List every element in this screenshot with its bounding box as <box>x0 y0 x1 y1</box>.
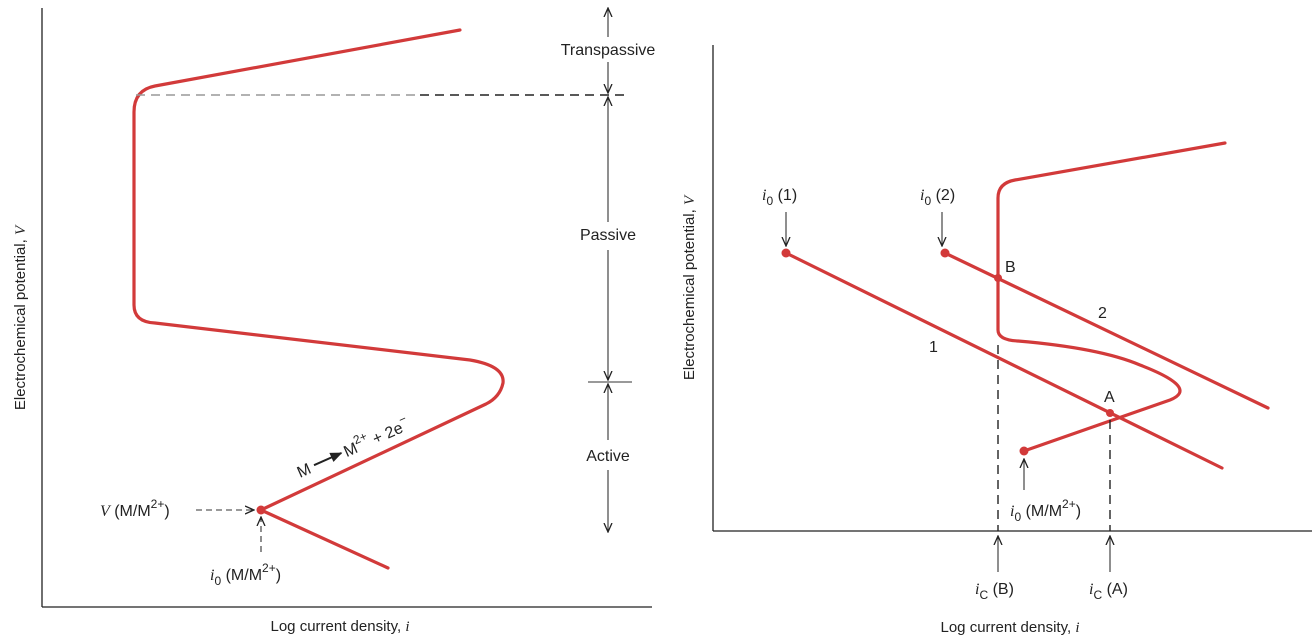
label-i0-2: i0 (2) <box>920 187 955 208</box>
left-polarization-curve <box>132 28 505 512</box>
label-point-a: A <box>1104 389 1115 406</box>
label-line-1: 1 <box>929 339 938 356</box>
cathodic-line-2-start <box>940 248 950 258</box>
svg-text:M: M <box>295 461 314 482</box>
label-ic-b: iC (B) <box>975 581 1014 602</box>
intersection-point-b <box>994 274 1002 282</box>
equilibrium-potential-label: V (M/M2+) <box>100 497 170 520</box>
cathodic-line-1 <box>784 251 1224 470</box>
left-x-axis-label: Log current density, i <box>271 618 410 635</box>
svg-text:M2+ + 2e−: M2+ + 2e− <box>339 411 412 461</box>
exchange-current-label: i0 (M/M2+) <box>210 561 281 588</box>
right-y-axis-label: Electrochemical potential, V <box>681 194 698 380</box>
left-y-axis-label: Electrochemical potential, V <box>12 224 29 410</box>
right-metal-equilibrium-point <box>1019 446 1029 456</box>
region-label-transpassive: Transpassive <box>561 42 656 59</box>
left-panel: Transpassive Passive Active M M2+ + 2e− … <box>12 8 655 635</box>
right-panel: i0 (1) i0 (2) B A 2 1 i0 (M/M2+) iC (B) … <box>681 45 1312 636</box>
cathodic-line-2 <box>943 251 1270 410</box>
label-i0-metal: i0 (M/M2+) <box>1010 497 1081 524</box>
right-metal-polarization-curve <box>996 141 1227 453</box>
left-equilibrium-point <box>256 505 266 515</box>
intersection-point-a <box>1106 409 1114 417</box>
right-x-axis-label: Log current density, i <box>941 619 1080 636</box>
region-label-passive: Passive <box>580 227 636 244</box>
label-i0-1: i0 (1) <box>762 187 797 208</box>
label-point-b: B <box>1005 259 1016 276</box>
label-ic-a: iC (A) <box>1089 581 1128 602</box>
region-label-active: Active <box>586 448 630 465</box>
cathodic-line-1-start <box>781 248 791 258</box>
left-cathodic-branch <box>259 508 390 570</box>
label-line-2: 2 <box>1098 305 1107 322</box>
